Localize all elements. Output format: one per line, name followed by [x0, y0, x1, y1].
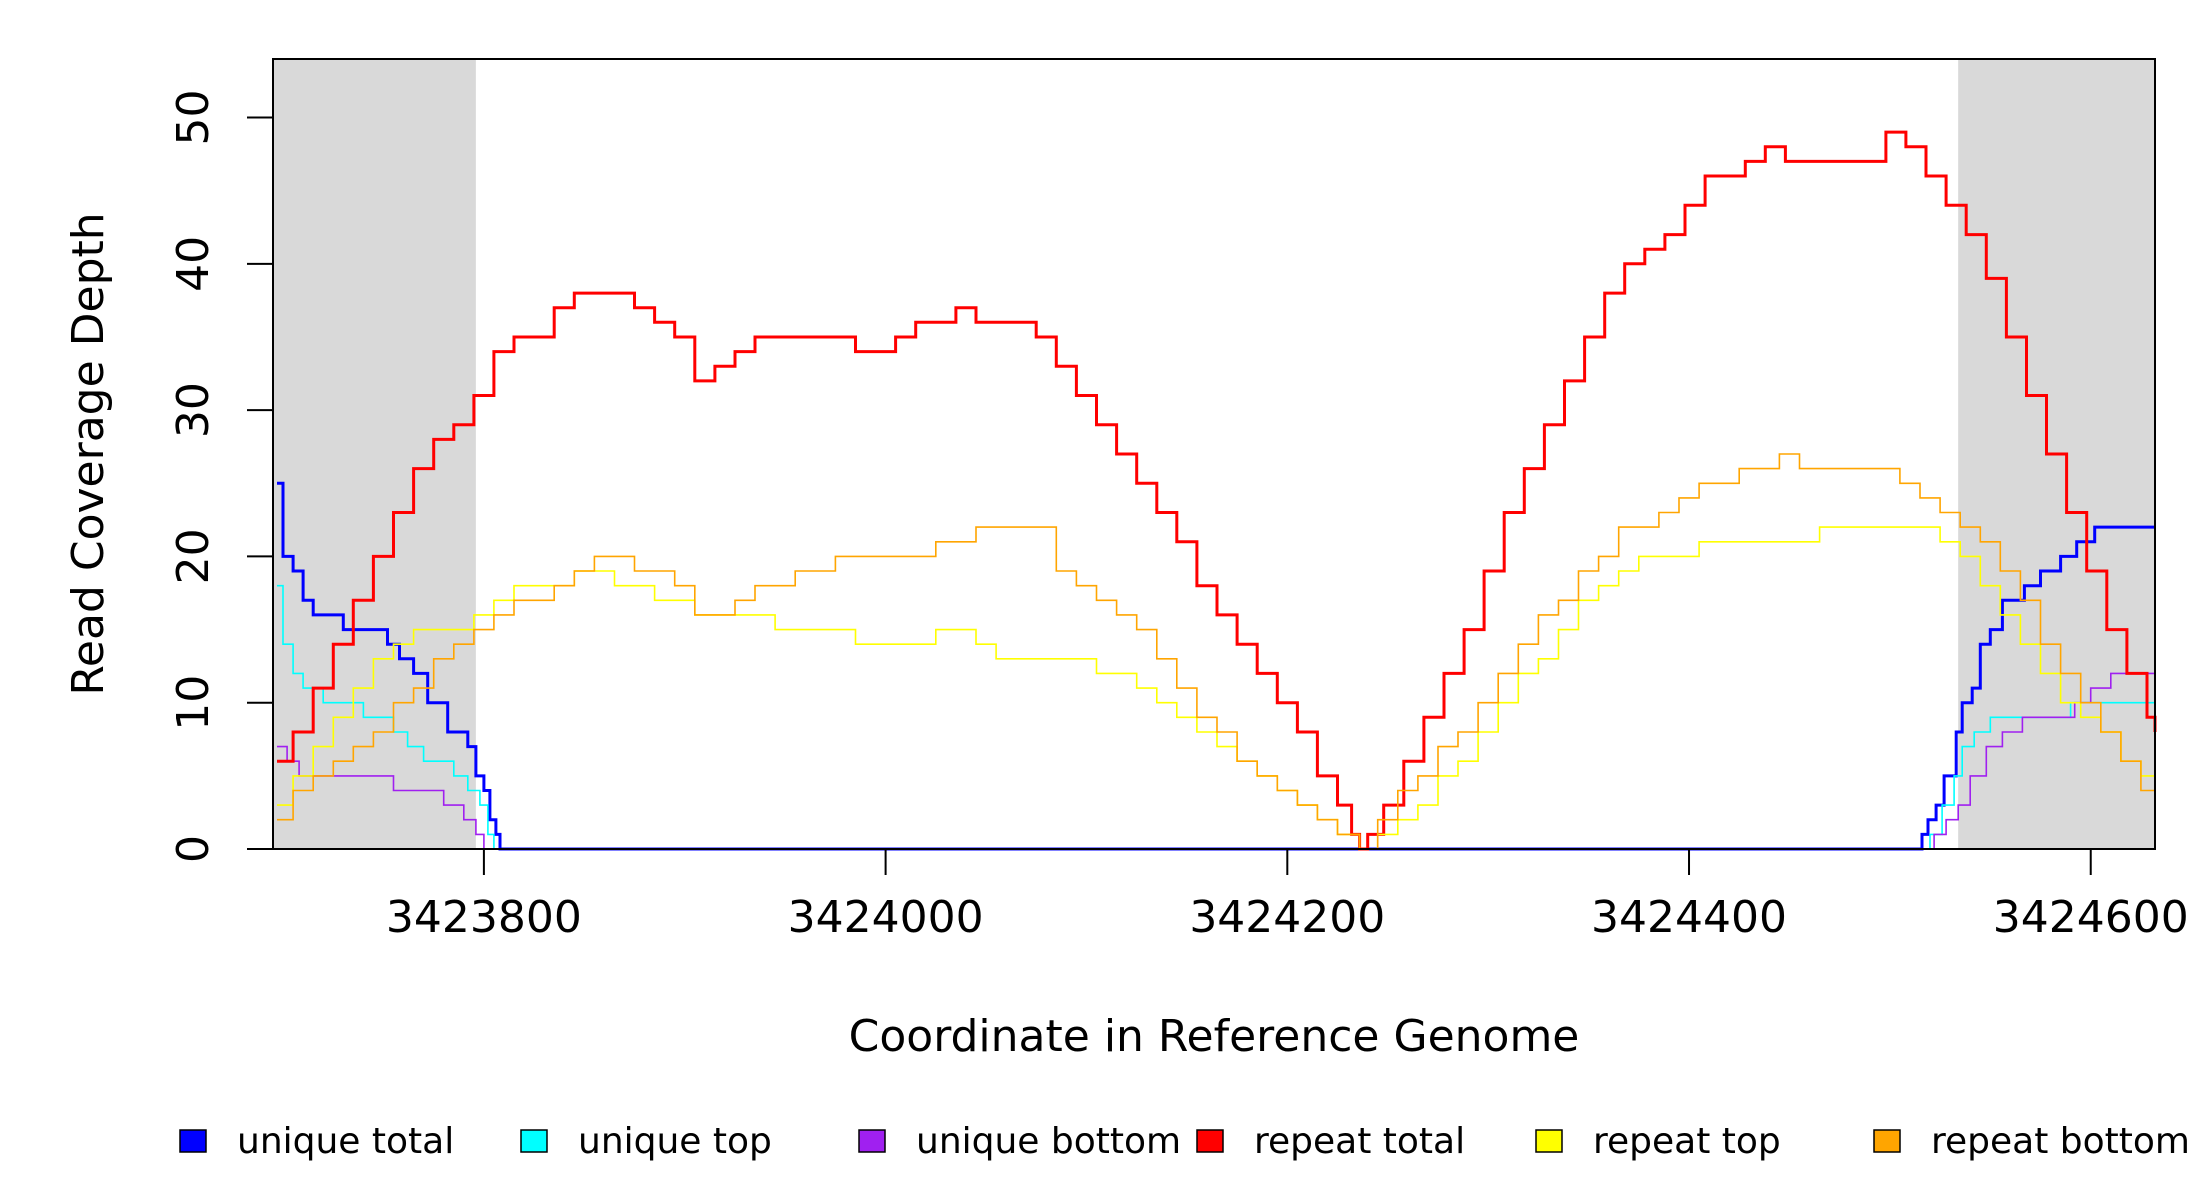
x-axis: 3423800 3424000 3424200 3424400 3424600: [386, 849, 2189, 943]
series-line-unique-total: [277, 481, 2155, 851]
plot-frame: [272, 58, 2156, 850]
legend-swatch-5: [1873, 1129, 1901, 1153]
legend-swatch-3: [1196, 1129, 1224, 1153]
series-line-unique-bottom: [277, 672, 2155, 850]
y-tick-label-3: 30: [168, 382, 219, 438]
x-axis-title: Coordinate in Reference Genome: [849, 1011, 1580, 1062]
y-tick-label-5: 50: [168, 90, 219, 146]
y-axis: 0 10 20 30 40 50: [168, 90, 274, 863]
series-line-repeat-bottom: [277, 453, 2156, 850]
series-line-repeat-total: [277, 130, 2157, 851]
legend-swatch-1: [520, 1129, 548, 1153]
series-lines: [277, 130, 2157, 851]
x-tick-label-0: 3423800: [386, 892, 582, 943]
x-tick-label-2: 3424200: [1189, 892, 1385, 943]
legend-label-4: repeat top: [1593, 1121, 1781, 1162]
shaded-regions: [273, 59, 2155, 849]
legend-swatch-4: [1535, 1129, 1563, 1153]
y-tick-label-2: 20: [168, 528, 219, 584]
legend-swatch-0: [179, 1129, 207, 1153]
series-line-unique-top: [277, 584, 2155, 850]
y-tick-label-0: 0: [168, 835, 219, 863]
legend-label-1: unique top: [578, 1121, 772, 1162]
y-axis-title: Read Coverage Depth: [63, 212, 114, 695]
x-tick-label-1: 3424000: [788, 892, 984, 943]
x-tick-label-3: 3424400: [1591, 892, 1787, 943]
x-tick-label-4: 3424600: [1993, 892, 2189, 943]
legend-label-0: unique total: [237, 1121, 454, 1162]
y-tick-label-1: 10: [168, 675, 219, 731]
y-tick-label-4: 40: [168, 236, 219, 292]
legend-label-5: repeat bottom: [1931, 1121, 2190, 1162]
legend-label-3: repeat total: [1254, 1121, 1465, 1162]
legend-swatch-2: [858, 1129, 886, 1153]
series-line-repeat-top: [277, 526, 2155, 850]
legend: unique total unique top unique bottom repea…: [179, 1121, 2190, 1162]
legend-label-2: unique bottom: [916, 1121, 1181, 1162]
